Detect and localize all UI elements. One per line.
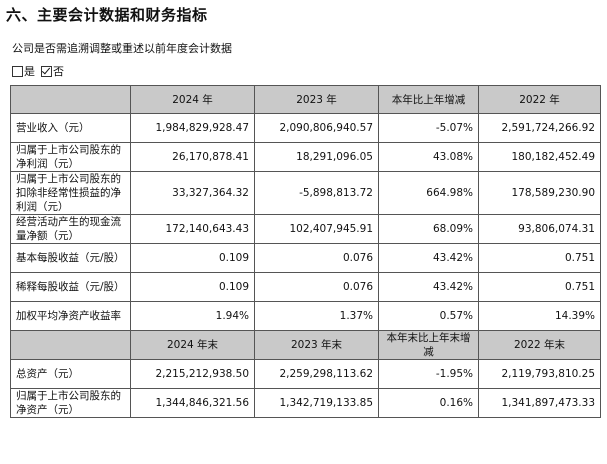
cell-2022: 2,119,793,810.25 — [478, 359, 601, 389]
option-no-label: 否 — [53, 65, 64, 78]
cell-2023: 1.37% — [254, 301, 379, 331]
financial-data-table: 2024 年 2023 年 本年比上年增减 2022 年 营业收入（元） 1,9… — [10, 85, 601, 418]
cell-change: 43.42% — [378, 243, 479, 273]
cell-change: 0.16% — [378, 388, 479, 418]
cell-2022: 14.39% — [478, 301, 601, 331]
cell-change: 664.98% — [378, 171, 479, 215]
cell-2023: 1,342,719,133.85 — [254, 388, 379, 418]
option-yes-label: 是 — [24, 65, 35, 78]
cell-2022: 2,591,724,266.92 — [478, 113, 601, 143]
table1-header-row: 2024 年 2023 年 本年比上年增减 2022 年 — [10, 85, 601, 114]
restatement-question: 公司是否需追溯调整或重述以前年度会计数据 — [12, 42, 232, 55]
table-row: 营业收入（元） 1,984,829,928.47 2,090,806,940.5… — [10, 113, 601, 143]
cell-2024: 0.109 — [130, 272, 255, 302]
cell-change: -1.95% — [378, 359, 479, 389]
cell-2022: 0.751 — [478, 243, 601, 273]
cell-2023: -5,898,813.72 — [254, 171, 379, 215]
header-blank — [10, 330, 131, 360]
cell-2024: 26,170,878.41 — [130, 142, 255, 172]
section-title: 六、主要会计数据和财务指标 — [6, 6, 208, 24]
header-2023-end: 2023 年末 — [254, 330, 379, 360]
header-2022: 2022 年 — [478, 85, 601, 114]
row-label: 归属于上市公司股东的扣除非经常性损益的净利润（元） — [10, 171, 131, 215]
table-row: 归属于上市公司股东的净利润（元） 26,170,878.41 18,291,09… — [10, 142, 601, 172]
cell-change: 43.08% — [378, 142, 479, 172]
row-label: 营业收入（元） — [10, 113, 131, 143]
table-row: 总资产（元） 2,215,212,938.50 2,259,298,113.62… — [10, 359, 601, 389]
checkbox-no-checked[interactable] — [41, 65, 52, 77]
table-row: 加权平均净资产收益率 1.94% 1.37% 0.57% 14.39% — [10, 301, 601, 331]
row-label: 归属于上市公司股东的净利润（元） — [10, 142, 131, 172]
table-row: 稀释每股收益（元/股） 0.109 0.076 43.42% 0.751 — [10, 272, 601, 302]
row-label: 经营活动产生的现金流量净额（元） — [10, 214, 131, 244]
option-no[interactable]: 否 — [41, 63, 64, 79]
header-change-end: 本年末比上年末增减 — [378, 330, 479, 360]
cell-change: 43.42% — [378, 272, 479, 302]
restatement-options: 是 否 — [12, 63, 68, 79]
cell-2023: 0.076 — [254, 243, 379, 273]
cell-change: -5.07% — [378, 113, 479, 143]
cell-2022: 178,589,230.90 — [478, 171, 601, 215]
table-row: 经营活动产生的现金流量净额（元） 172,140,643.43 102,407,… — [10, 214, 601, 244]
header-2024: 2024 年 — [130, 85, 255, 114]
table2-header-row: 2024 年末 2023 年末 本年末比上年末增减 2022 年末 — [10, 330, 601, 360]
table-row: 归属于上市公司股东的净资产（元） 1,344,846,321.56 1,342,… — [10, 388, 601, 418]
header-2023: 2023 年 — [254, 85, 379, 114]
row-label: 稀释每股收益（元/股） — [10, 272, 131, 302]
cell-2023: 0.076 — [254, 272, 379, 302]
table-row: 基本每股收益（元/股） 0.109 0.076 43.42% 0.751 — [10, 243, 601, 273]
cell-2024: 0.109 — [130, 243, 255, 273]
table-row: 归属于上市公司股东的扣除非经常性损益的净利润（元） 33,327,364.32 … — [10, 171, 601, 215]
cell-2022: 180,182,452.49 — [478, 142, 601, 172]
cell-2022: 0.751 — [478, 272, 601, 302]
cell-2024: 172,140,643.43 — [130, 214, 255, 244]
cell-2022: 93,806,074.31 — [478, 214, 601, 244]
cell-2023: 102,407,945.91 — [254, 214, 379, 244]
header-change: 本年比上年增减 — [378, 85, 479, 114]
cell-2023: 18,291,096.05 — [254, 142, 379, 172]
cell-change: 68.09% — [378, 214, 479, 244]
cell-2022: 1,341,897,473.33 — [478, 388, 601, 418]
cell-2024: 33,327,364.32 — [130, 171, 255, 215]
option-yes[interactable]: 是 — [12, 63, 35, 79]
cell-2024: 2,215,212,938.50 — [130, 359, 255, 389]
row-label: 总资产（元） — [10, 359, 131, 389]
row-label: 归属于上市公司股东的净资产（元） — [10, 388, 131, 418]
cell-2023: 2,090,806,940.57 — [254, 113, 379, 143]
row-label: 基本每股收益（元/股） — [10, 243, 131, 273]
cell-2024: 1.94% — [130, 301, 255, 331]
header-2024-end: 2024 年末 — [130, 330, 255, 360]
checkbox-yes[interactable] — [12, 65, 23, 77]
header-2022-end: 2022 年末 — [478, 330, 601, 360]
cell-2024: 1,984,829,928.47 — [130, 113, 255, 143]
cell-2023: 2,259,298,113.62 — [254, 359, 379, 389]
cell-2024: 1,344,846,321.56 — [130, 388, 255, 418]
header-blank — [10, 85, 131, 114]
row-label: 加权平均净资产收益率 — [10, 301, 131, 331]
cell-change: 0.57% — [378, 301, 479, 331]
